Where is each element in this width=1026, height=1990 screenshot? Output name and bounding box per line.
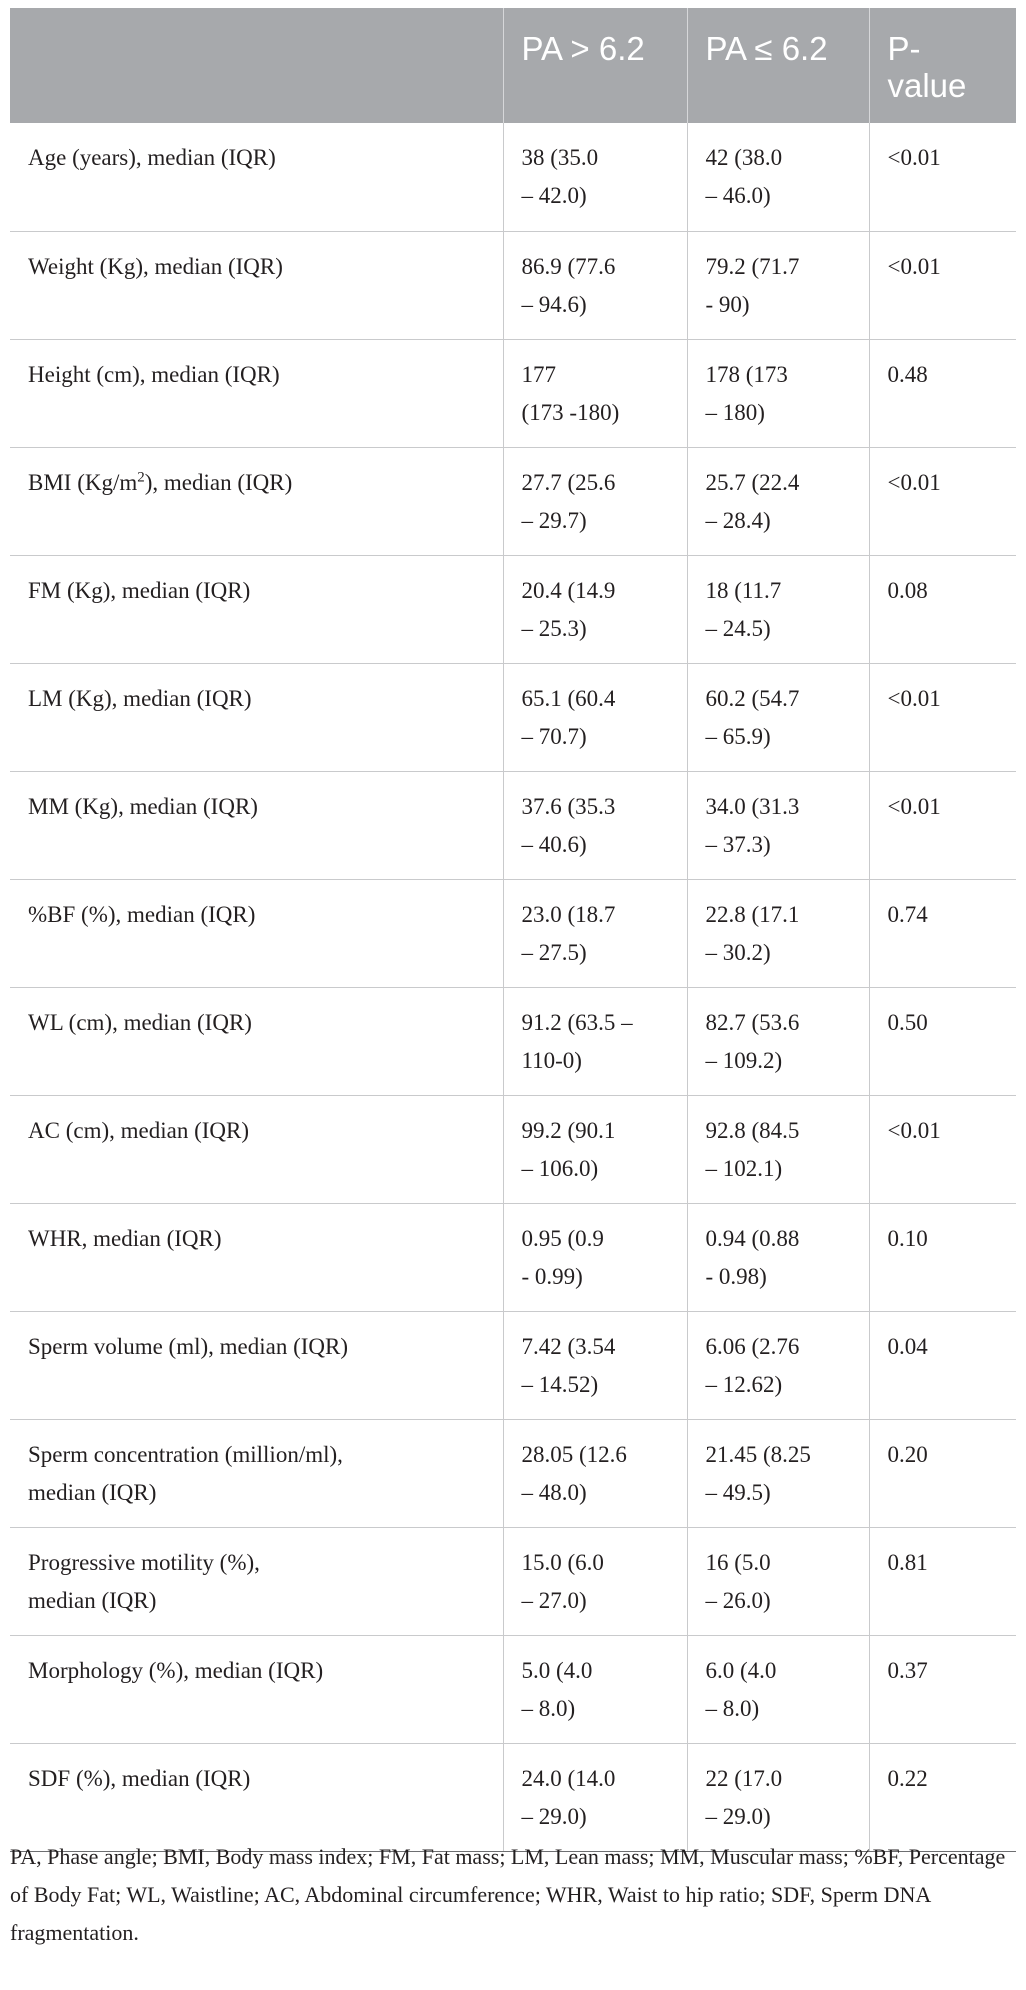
header-pa-low: PA ≤ 6.2 — [687, 8, 870, 123]
cell-p-value: 0.22 — [869, 1743, 1016, 1852]
header-pa-high: PA > 6.2 — [503, 8, 688, 123]
cell-pa-high: 91.2 (63.5 – 110-0) — [503, 987, 688, 1096]
table-row: BMI (Kg/m2), median (IQR) 27.7 (25.6 – 2… — [10, 447, 1016, 556]
table-header: PA > 6.2 PA ≤ 6.2 P- value — [10, 8, 1016, 123]
table-row: MM (Kg), median (IQR) 37.6 (35.3 – 40.6)… — [10, 771, 1016, 880]
cell-pa-low: 16 (5.0 – 26.0) — [687, 1527, 870, 1636]
cell-pa-low: 82.7 (53.6 – 109.2) — [687, 987, 870, 1096]
cell-p-value: 0.37 — [869, 1635, 1016, 1744]
row-label: BMI (Kg/m2), median (IQR) — [10, 447, 504, 556]
header-variable — [10, 8, 504, 123]
cell-pa-low: 6.0 (4.0 – 8.0) — [687, 1635, 870, 1744]
cell-pa-low: 22 (17.0 – 29.0) — [687, 1743, 870, 1852]
row-label: AC (cm), median (IQR) — [10, 1095, 504, 1204]
table-row: Morphology (%), median (IQR) 5.0 (4.0 – … — [10, 1635, 1016, 1744]
cell-pa-low: 42 (38.0 – 46.0) — [687, 123, 870, 232]
table-row: SDF (%), median (IQR) 24.0 (14.0 – 29.0)… — [10, 1743, 1016, 1852]
cell-p-value: 0.48 — [869, 339, 1016, 448]
row-label: Progressive motility (%), median (IQR) — [10, 1527, 504, 1636]
cell-pa-low: 60.2 (54.7 – 65.9) — [687, 663, 870, 772]
table-row: %BF (%), median (IQR) 23.0 (18.7 – 27.5)… — [10, 879, 1016, 988]
cell-pa-high: 38 (35.0 – 42.0) — [503, 123, 688, 232]
table-row: Height (cm), median (IQR) 177 (173 -180)… — [10, 339, 1016, 448]
data-table: PA > 6.2 PA ≤ 6.2 P- value Age (years), … — [10, 8, 1016, 1852]
cell-pa-low: 79.2 (71.7 - 90) — [687, 231, 870, 340]
row-label-text: BMI (Kg/m — [28, 469, 138, 495]
row-label: MM (Kg), median (IQR) — [10, 771, 504, 880]
row-label: SDF (%), median (IQR) — [10, 1743, 504, 1852]
row-label: Morphology (%), median (IQR) — [10, 1635, 504, 1744]
cell-p-value: 0.50 — [869, 987, 1016, 1096]
cell-p-value: <0.01 — [869, 231, 1016, 340]
cell-pa-low: 178 (173 – 180) — [687, 339, 870, 448]
table-body: Age (years), median (IQR) 38 (35.0 – 42.… — [10, 123, 1016, 1852]
table-row: WL (cm), median (IQR) 91.2 (63.5 – 110-0… — [10, 987, 1016, 1096]
table-row: Age (years), median (IQR) 38 (35.0 – 42.… — [10, 123, 1016, 232]
row-label: LM (Kg), median (IQR) — [10, 663, 504, 772]
table-row: LM (Kg), median (IQR) 65.1 (60.4 – 70.7)… — [10, 663, 1016, 772]
cell-pa-high: 0.95 (0.9 - 0.99) — [503, 1203, 688, 1312]
cell-pa-high: 99.2 (90.1 – 106.0) — [503, 1095, 688, 1204]
table-row: WHR, median (IQR) 0.95 (0.9 - 0.99) 0.94… — [10, 1203, 1016, 1312]
table-footnote: PA, Phase angle; BMI, Body mass index; F… — [10, 1844, 1006, 1945]
cell-pa-low: 0.94 (0.88 - 0.98) — [687, 1203, 870, 1312]
table-row: Sperm concentration (million/ml), median… — [10, 1419, 1016, 1528]
row-label: Sperm concentration (million/ml), median… — [10, 1419, 504, 1528]
row-label: Weight (Kg), median (IQR) — [10, 231, 504, 340]
table-row: Weight (Kg), median (IQR) 86.9 (77.6 – 9… — [10, 231, 1016, 340]
cell-pa-low: 18 (11.7 – 24.5) — [687, 555, 870, 664]
row-label: FM (Kg), median (IQR) — [10, 555, 504, 664]
table-row: AC (cm), median (IQR) 99.2 (90.1 – 106.0… — [10, 1095, 1016, 1204]
cell-p-value: <0.01 — [869, 1095, 1016, 1204]
row-label: WL (cm), median (IQR) — [10, 987, 504, 1096]
superscript: 2 — [137, 468, 145, 485]
cell-pa-high: 23.0 (18.7 – 27.5) — [503, 879, 688, 988]
row-label: Age (years), median (IQR) — [10, 123, 504, 232]
cell-pa-low: 6.06 (2.76 – 12.62) — [687, 1311, 870, 1420]
cell-pa-high: 28.05 (12.6 – 48.0) — [503, 1419, 688, 1528]
cell-pa-low: 25.7 (22.4 – 28.4) — [687, 447, 870, 556]
row-label-text: ), median (IQR) — [144, 469, 293, 495]
row-label: Height (cm), median (IQR) — [10, 339, 504, 448]
table-row: Sperm volume (ml), median (IQR) 7.42 (3.… — [10, 1311, 1016, 1420]
cell-pa-high: 37.6 (35.3 – 40.6) — [503, 771, 688, 880]
cell-p-value: 0.74 — [869, 879, 1016, 988]
cell-pa-high: 27.7 (25.6 – 29.7) — [503, 447, 688, 556]
table-row: Progressive motility (%), median (IQR) 1… — [10, 1527, 1016, 1636]
table-container: PA > 6.2 PA ≤ 6.2 P- value Age (years), … — [10, 8, 1016, 1852]
cell-pa-low: 21.45 (8.25 – 49.5) — [687, 1419, 870, 1528]
cell-p-value: <0.01 — [869, 663, 1016, 772]
cell-p-value: 0.81 — [869, 1527, 1016, 1636]
cell-pa-low: 22.8 (17.1 – 30.2) — [687, 879, 870, 988]
cell-p-value: <0.01 — [869, 447, 1016, 556]
row-label: Sperm volume (ml), median (IQR) — [10, 1311, 504, 1420]
cell-pa-high: 15.0 (6.0 – 27.0) — [503, 1527, 688, 1636]
cell-p-value: <0.01 — [869, 123, 1016, 232]
cell-p-value: 0.08 — [869, 555, 1016, 664]
cell-pa-high: 5.0 (4.0 – 8.0) — [503, 1635, 688, 1744]
row-label: %BF (%), median (IQR) — [10, 879, 504, 988]
header-p-value: P- value — [869, 8, 1016, 123]
cell-p-value: 0.04 — [869, 1311, 1016, 1420]
cell-p-value: 0.20 — [869, 1419, 1016, 1528]
cell-pa-low: 34.0 (31.3 – 37.3) — [687, 771, 870, 880]
cell-pa-high: 7.42 (3.54 – 14.52) — [503, 1311, 688, 1420]
cell-pa-high: 24.0 (14.0 – 29.0) — [503, 1743, 688, 1852]
row-label: WHR, median (IQR) — [10, 1203, 504, 1312]
cell-p-value: 0.10 — [869, 1203, 1016, 1312]
table-row: FM (Kg), median (IQR) 20.4 (14.9 – 25.3)… — [10, 555, 1016, 664]
cell-pa-high: 177 (173 -180) — [503, 339, 688, 448]
cell-pa-low: 92.8 (84.5 – 102.1) — [687, 1095, 870, 1204]
cell-pa-high: 86.9 (77.6 – 94.6) — [503, 231, 688, 340]
cell-pa-high: 65.1 (60.4 – 70.7) — [503, 663, 688, 772]
header-row: PA > 6.2 PA ≤ 6.2 P- value — [10, 8, 1016, 123]
cell-pa-high: 20.4 (14.9 – 25.3) — [503, 555, 688, 664]
cell-p-value: <0.01 — [869, 771, 1016, 880]
